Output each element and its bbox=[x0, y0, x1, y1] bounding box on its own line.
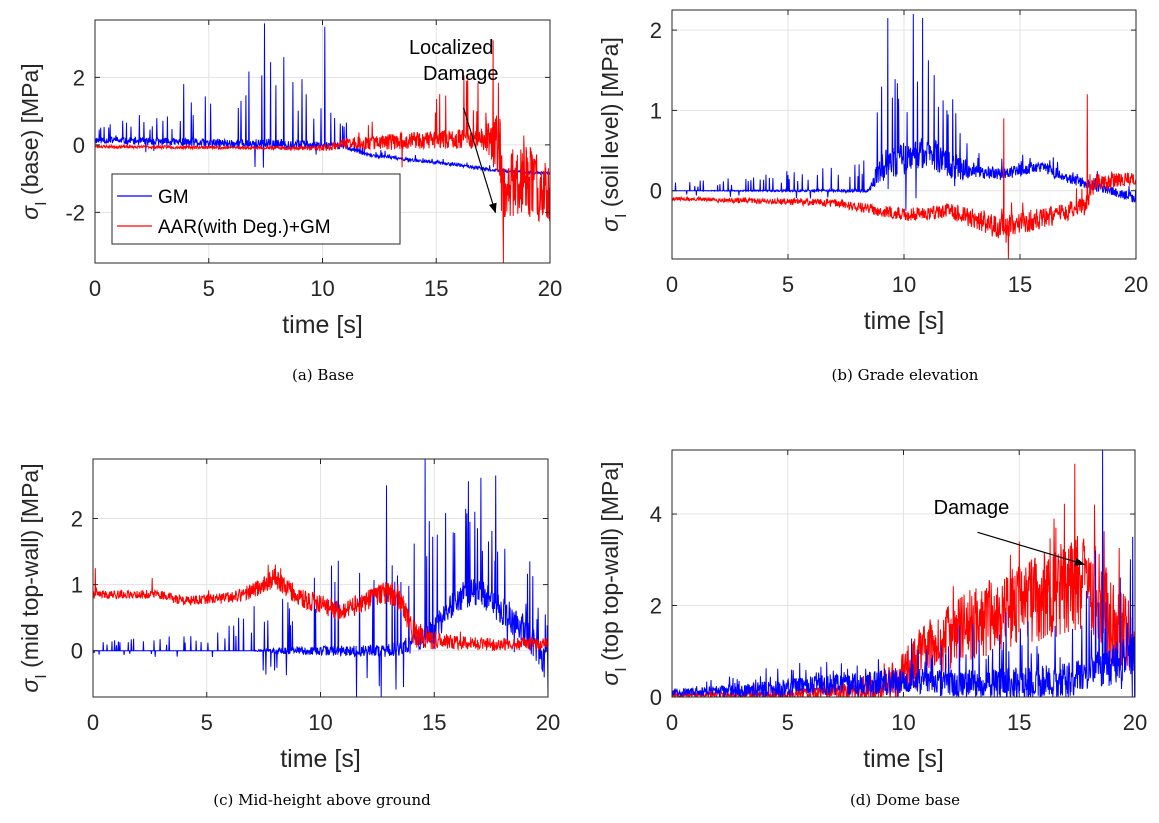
y-axis-label-sigma: σ bbox=[17, 678, 43, 693]
y-tick-label: 0 bbox=[650, 179, 662, 204]
x-tick-label: 0 bbox=[87, 710, 99, 735]
y-axis-label: σI (mid top-wall) [MPa] bbox=[17, 463, 50, 692]
y-tick-label: 0 bbox=[650, 685, 662, 710]
series-line-aar bbox=[95, 40, 550, 263]
y-axis-label-sub: I bbox=[33, 674, 50, 678]
annotation-text: Localized bbox=[409, 37, 494, 59]
y-axis-label-sigma: σ bbox=[17, 205, 43, 220]
x-axis-label: time [s] bbox=[864, 307, 945, 335]
y-axis-label-sub: I bbox=[613, 667, 630, 671]
series-line-aar bbox=[672, 94, 1136, 259]
annotation-arrow bbox=[462, 107, 497, 214]
x-tick-label: 5 bbox=[782, 710, 794, 735]
x-axis-label: time [s] bbox=[863, 745, 944, 773]
caption-d: (d) Dome base bbox=[850, 791, 960, 809]
y-axis-label-sigma: σ bbox=[597, 217, 623, 232]
y-tick-label: 1 bbox=[650, 98, 662, 123]
annotation-text: Damage bbox=[423, 63, 499, 85]
y-axis-label: σI (soil level) [MPa] bbox=[597, 37, 630, 232]
annotation-arrow bbox=[977, 531, 1086, 566]
x-tick-label: 10 bbox=[892, 272, 916, 297]
caption-b: (b) Grade elevation bbox=[832, 366, 979, 384]
x-tick-label: 5 bbox=[203, 276, 215, 301]
y-tick-label: 2 bbox=[650, 594, 662, 619]
series-line-gm bbox=[672, 13, 1136, 211]
x-tick-label: 20 bbox=[536, 710, 560, 735]
y-axis-label-sub: I bbox=[613, 214, 630, 218]
x-tick-label: 0 bbox=[89, 276, 101, 301]
annotation-text: Damage bbox=[934, 497, 1010, 519]
subplot-b: 0 5 10 15 20 0 1 2 time [s] σI (soil level) [MPa] bbox=[597, 9, 1148, 335]
x-tick-label: 0 bbox=[666, 710, 678, 735]
caption-a: (a) Base bbox=[292, 366, 354, 384]
legend-label: GM bbox=[158, 187, 189, 208]
subplot-a: 0 5 10 15 20 -2 0 2 time [s] σI (base) [MPa] Local… bbox=[17, 19, 562, 339]
y-axis-label: σI (base) [MPa] bbox=[17, 63, 50, 219]
y-tick-label: -2 bbox=[65, 200, 85, 225]
y-tick-label: 0 bbox=[71, 639, 83, 664]
legend-box bbox=[111, 173, 401, 245]
y-axis-label-text: (base) [MPa] bbox=[17, 63, 43, 201]
x-tick-label: 10 bbox=[308, 710, 332, 735]
x-tick-label: 15 bbox=[1007, 710, 1031, 735]
x-tick-label: 0 bbox=[666, 272, 678, 297]
x-tick-label: 10 bbox=[310, 276, 334, 301]
y-axis-label-sigma: σ bbox=[597, 671, 623, 686]
legend: GM AAR(with Deg.)+GM bbox=[111, 173, 401, 245]
y-tick-label: 2 bbox=[73, 65, 85, 90]
subplot-d: 0 5 10 15 20 0 2 4 time [s] σI (top top-wall) [MP… bbox=[597, 449, 1147, 773]
y-axis-label-text: (mid top-wall) [MPa] bbox=[17, 463, 43, 674]
x-axis-label: time [s] bbox=[280, 745, 361, 773]
y-tick-label: 2 bbox=[650, 18, 662, 43]
series-line-gm bbox=[672, 450, 1135, 697]
y-axis-label-text: (top top-wall) [MPa] bbox=[597, 461, 623, 667]
x-axis-label: time [s] bbox=[282, 311, 363, 339]
series-line-aar bbox=[93, 564, 548, 651]
y-tick-label: 0 bbox=[73, 133, 85, 158]
x-tick-label: 5 bbox=[782, 272, 794, 297]
y-axis-label-text: (soil level) [MPa] bbox=[597, 37, 623, 213]
x-tick-label: 20 bbox=[1123, 710, 1147, 735]
legend-label: AAR(with Deg.)+GM bbox=[158, 217, 331, 238]
subplot-c: 0 5 10 15 20 0 1 2 time [s] σI (mid top-wall) [MP… bbox=[17, 458, 560, 773]
x-tick-label: 15 bbox=[422, 710, 446, 735]
caption-c: (c) Mid-height above ground bbox=[213, 791, 431, 809]
y-axis-label-sub: I bbox=[33, 201, 50, 205]
y-tick-label: 1 bbox=[71, 573, 83, 598]
y-tick-label: 4 bbox=[650, 502, 662, 527]
x-tick-label: 10 bbox=[891, 710, 915, 735]
series-line-gm bbox=[93, 459, 548, 697]
x-tick-label: 15 bbox=[424, 276, 448, 301]
y-tick-label: 2 bbox=[71, 507, 83, 532]
x-tick-label: 15 bbox=[1008, 272, 1032, 297]
x-tick-label: 20 bbox=[538, 276, 562, 301]
x-tick-label: 20 bbox=[1124, 272, 1148, 297]
x-tick-label: 5 bbox=[201, 710, 213, 735]
y-axis-label: σI (top top-wall) [MPa] bbox=[597, 461, 630, 685]
